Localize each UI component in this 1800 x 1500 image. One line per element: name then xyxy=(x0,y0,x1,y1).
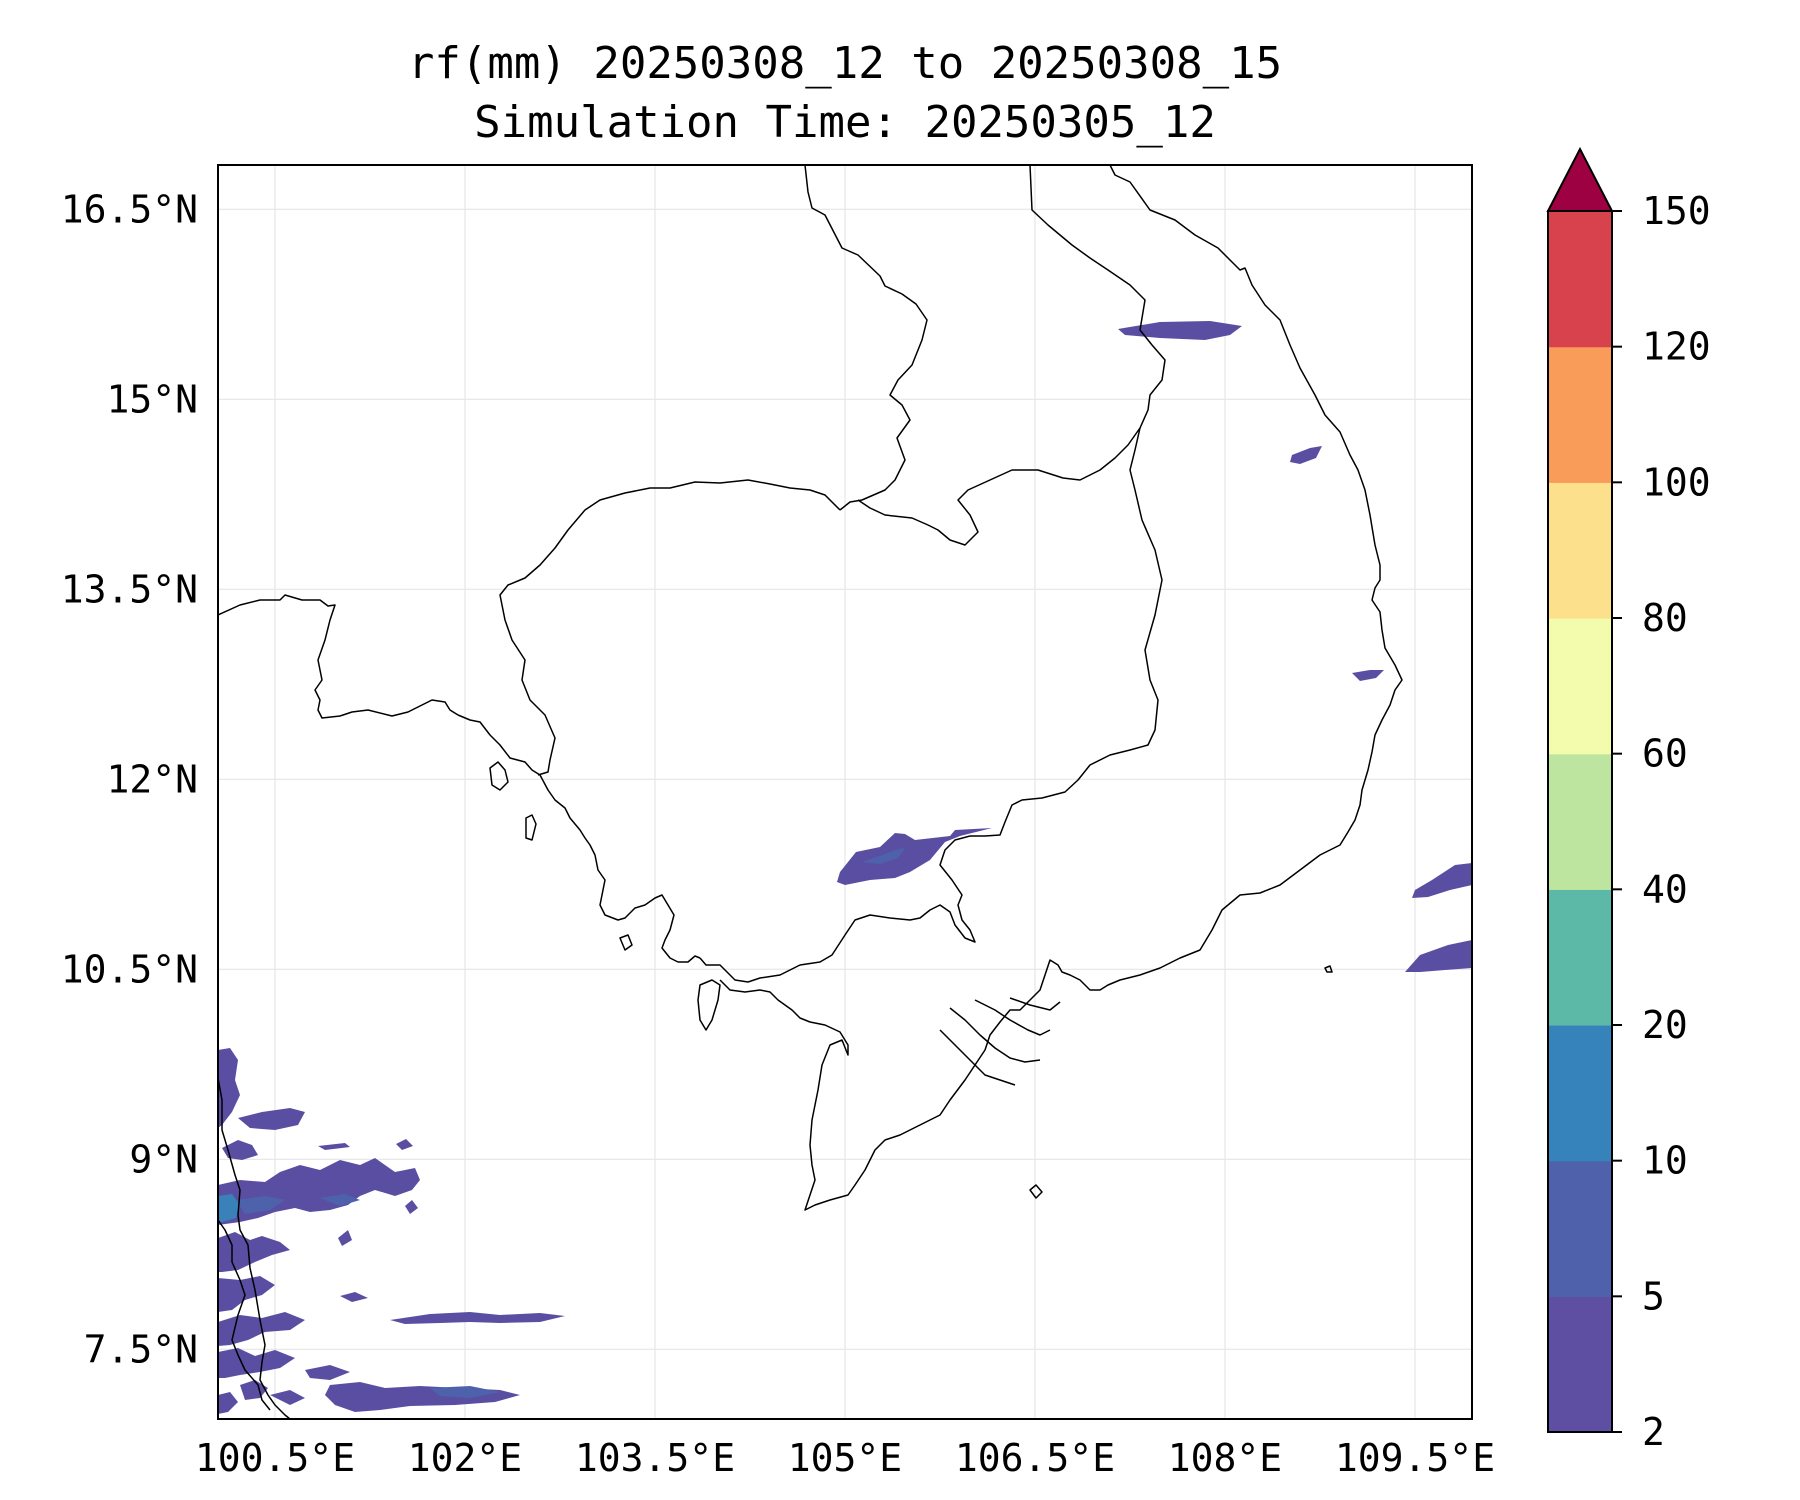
rain-patch xyxy=(305,1365,350,1380)
rain-patch xyxy=(218,1348,295,1378)
rain-patch xyxy=(238,1108,305,1130)
colorbar-segment xyxy=(1548,889,1612,1026)
x-tick-label: 100.5°E xyxy=(195,1436,355,1480)
rain-patch xyxy=(218,1158,420,1225)
coast-line xyxy=(939,1029,1016,1086)
rain-patch xyxy=(218,1232,290,1272)
rain-patch xyxy=(338,1230,352,1246)
colorbar-segment xyxy=(1548,1160,1612,1297)
x-tick-label: 106.5°E xyxy=(955,1436,1115,1480)
colorbar-segment xyxy=(1548,753,1612,890)
rain-patch xyxy=(837,828,992,885)
island xyxy=(525,814,537,841)
island xyxy=(697,979,721,1031)
rain-patch xyxy=(1352,670,1384,681)
rain-patch xyxy=(325,1382,520,1412)
colorbar-tick-label: 80 xyxy=(1642,596,1688,640)
coast-line xyxy=(457,714,701,963)
rain-patch xyxy=(396,1139,413,1150)
colorbar-segment xyxy=(1548,482,1612,619)
coast-line xyxy=(974,999,1051,1036)
coast-line xyxy=(1009,997,1061,1011)
x-tick-label: 105°E xyxy=(788,1436,902,1480)
coastlines-and-borders xyxy=(218,165,1403,1419)
island xyxy=(1029,1184,1043,1199)
y-axis-ticks: 7.5°N 9°N 10.5°N 12°N 13.5°N 15°N 16.5°N xyxy=(61,187,198,1371)
rain-patch xyxy=(1290,446,1322,464)
colorbar-tick-label: 150 xyxy=(1642,189,1711,233)
colorbar-tick-label: 2 xyxy=(1642,1410,1665,1454)
y-tick-label: 9°N xyxy=(129,1137,198,1181)
colorbar-extend-arrow xyxy=(1546,146,1614,212)
rain-patch xyxy=(270,1390,305,1405)
colorbar-segment xyxy=(1548,1296,1612,1433)
island xyxy=(619,934,633,951)
rain-patch xyxy=(218,1392,238,1414)
plot-subtitle: Simulation Time: 20250305_12 xyxy=(474,97,1216,148)
border-line xyxy=(218,594,459,719)
rain-patch xyxy=(218,1194,240,1222)
colorbar-tick-label: 120 xyxy=(1642,325,1711,369)
colorbar-tick-label: 10 xyxy=(1642,1139,1688,1183)
border-line xyxy=(857,165,1166,546)
island xyxy=(489,761,509,791)
colorbar: 2 5 10 20 40 60 80 100 120 150 xyxy=(1546,146,1711,1454)
rain-patch xyxy=(430,1386,500,1398)
colorbar-segment xyxy=(1548,618,1612,755)
colorbar-segment xyxy=(1548,1025,1612,1162)
coast-line xyxy=(218,1077,291,1419)
rain-patch xyxy=(340,1292,368,1302)
rain-patch xyxy=(240,1380,268,1400)
rain-patch xyxy=(222,1140,258,1160)
rain-patch xyxy=(862,848,905,864)
y-tick-label: 12°N xyxy=(106,757,198,801)
rain-patch xyxy=(218,1276,275,1312)
x-tick-label: 108°E xyxy=(1168,1436,1282,1480)
gridlines xyxy=(218,165,1472,1419)
colorbar-tick-label: 40 xyxy=(1642,867,1688,911)
rain-patch xyxy=(405,1200,418,1214)
colorbar-tick-label: 20 xyxy=(1642,1003,1688,1047)
x-tick-label: 102°E xyxy=(408,1436,522,1480)
y-tick-label: 15°N xyxy=(106,377,198,421)
y-tick-label: 13.5°N xyxy=(61,567,198,611)
x-axis-ticks: 100.5°E 102°E 103.5°E 105°E 106.5°E 108°E 109.… xyxy=(195,1436,1495,1480)
rain-patch xyxy=(318,1143,350,1150)
border-line xyxy=(499,479,841,776)
rain-patch xyxy=(390,1312,565,1324)
y-tick-label: 16.5°N xyxy=(61,187,198,231)
rain-patch xyxy=(1118,321,1242,340)
x-tick-label: 109.5°E xyxy=(1335,1436,1495,1480)
rain-patch xyxy=(320,1194,360,1206)
colorbar-frame xyxy=(1547,210,1613,1433)
y-tick-label: 7.5°N xyxy=(84,1327,198,1371)
rain-patch xyxy=(218,1048,240,1128)
precipitation-contours xyxy=(218,321,1472,1414)
coast-line xyxy=(949,1007,1041,1063)
map-frame xyxy=(217,164,1473,1420)
coast-line xyxy=(218,1219,271,1411)
border-line xyxy=(970,427,1163,837)
colorbar-segment xyxy=(1548,346,1612,483)
colorbar-tick-label: 5 xyxy=(1642,1274,1665,1318)
plot-title: rf(mm) 20250308_12 to 20250308_15 xyxy=(407,38,1283,89)
colorbar-tick-label: 100 xyxy=(1642,460,1711,504)
x-tick-label: 103.5°E xyxy=(575,1436,735,1480)
rain-patch xyxy=(236,1196,285,1214)
border-line xyxy=(699,835,976,983)
coast-line xyxy=(719,165,1403,1211)
colorbar-segment xyxy=(1548,211,1612,348)
y-tick-label: 10.5°N xyxy=(61,947,198,991)
rain-patch xyxy=(1412,863,1472,898)
island xyxy=(1324,965,1333,973)
rain-patch xyxy=(1405,940,1472,972)
border-line xyxy=(804,165,928,511)
colorbar-tick-label: 60 xyxy=(1642,732,1688,776)
